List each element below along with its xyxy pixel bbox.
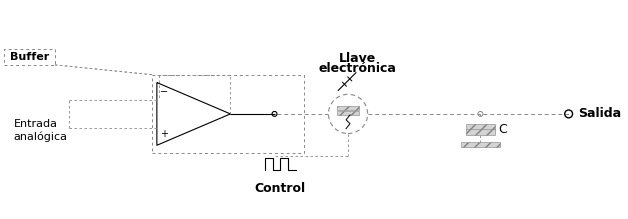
- Bar: [466, 124, 495, 130]
- Text: Entrada
analógica: Entrada analógica: [14, 120, 68, 142]
- Text: C: C: [498, 123, 507, 136]
- Text: Control: Control: [255, 182, 306, 194]
- Bar: [337, 106, 359, 110]
- Text: −: −: [160, 87, 168, 97]
- Text: Salida: Salida: [578, 107, 622, 120]
- Text: +: +: [160, 129, 168, 139]
- Bar: [337, 111, 359, 115]
- Bar: [461, 142, 500, 147]
- Bar: [466, 129, 495, 134]
- Text: electrónica: electrónica: [319, 62, 397, 75]
- Text: Buffer: Buffer: [10, 52, 49, 62]
- Text: Llave: Llave: [339, 52, 376, 65]
